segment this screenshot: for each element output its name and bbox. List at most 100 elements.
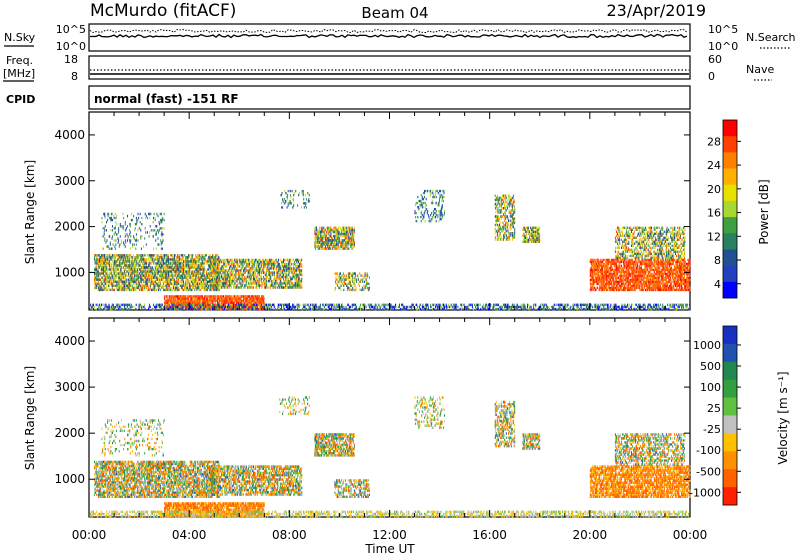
velocity-colorbar-tick-label: 500: [700, 360, 721, 373]
velocity-echo-cluster-10-level-6: [617, 433, 686, 466]
velocity-ytick-label: 4000: [54, 334, 85, 348]
time-tick-label: 08:00: [272, 528, 307, 542]
noise-left-tick-bottom: 10^0: [56, 40, 86, 53]
power-echo-cluster-1-level-1: [164, 295, 265, 311]
power-echo-cluster-0-level-2: [94, 254, 220, 292]
power-echo-cluster-8-level-5: [522, 226, 541, 243]
freq-panel-frame: [88, 55, 691, 80]
power-echo-cluster-7-level-3: [494, 196, 516, 241]
time-tick-label: 16:00: [472, 528, 507, 542]
power-y-axis: 4000 3000 2000 1000: [54, 128, 690, 279]
velocity-echo-cluster-7-level-1: [494, 400, 516, 448]
velocity-colorbar-segment: [723, 397, 737, 416]
power-echo-cluster-5-level-3: [334, 272, 368, 292]
power-colorbar-segment: [723, 152, 737, 169]
power-echo-cluster-12-level-8: [282, 189, 310, 209]
velocity-echo-cluster-2-level-5: [209, 465, 302, 496]
power-echo-cluster-11-level-9: [90, 303, 689, 311]
velocity-x-axis: [88, 318, 691, 517]
velocity-colorbar-tick-label: -1000: [689, 486, 721, 499]
power-echo-cluster-7-level-6: [494, 194, 516, 241]
power-echo-cluster-10-level-7: [614, 226, 686, 260]
power-colorbar-segment: [723, 184, 737, 202]
velocity-echo-cluster-5-level-1: [334, 479, 370, 498]
power-echo-cluster-5-level-5: [334, 272, 367, 292]
velocity-colorbar-tick-label: -100: [696, 444, 721, 457]
power-ytick-label: 3000: [54, 174, 85, 188]
time-tick-label: 04:00: [172, 528, 207, 542]
power-echo-cluster-0-level-6: [94, 254, 220, 292]
velocity-echo-cluster-2-level-1: [209, 465, 303, 496]
velocity-colorbar-segment: [723, 451, 737, 470]
noise-traces: [89, 28, 688, 39]
freq-right-tick-top: 60: [708, 53, 722, 66]
velocity-echo-cluster-4-level-7: [315, 433, 355, 457]
velocity-echo-cluster-0-level-3: [94, 460, 220, 498]
power-colorbar: 28 24 20 16 12 8 4: [707, 119, 741, 299]
velocity-colorbar-segment: [723, 487, 737, 506]
time-tick-label: 00:00: [72, 528, 107, 542]
power-echo-cluster-2-level-8: [209, 258, 303, 289]
velocity-y-axis: 4000 3000 2000 1000: [54, 334, 690, 486]
velocity-echo-cluster-4-level-4: [314, 433, 355, 457]
power-colorbar-segment: [723, 200, 737, 218]
power-echo-cluster-7-level-4: [494, 194, 516, 241]
power-echo-cluster-4-level-7: [314, 226, 355, 250]
velocity-colorbar-segment: [723, 433, 737, 452]
power-colorbar-segment: [723, 265, 737, 283]
velocity-echo-cluster-9-level-8: [589, 465, 691, 498]
power-echo-cluster-8-level-3: [522, 228, 540, 243]
nave-label: Nave: [746, 63, 774, 76]
power-echo-cluster-3-level-6: [101, 212, 165, 250]
power-echo-cluster-2-level-2: [209, 258, 303, 289]
velocity-colorbar-label: Velocity [m s⁻¹]: [776, 371, 790, 464]
power-echo-cluster-11-level-10: [92, 303, 680, 311]
noise-right-label: N.Search: [746, 31, 796, 44]
station-title: McMurdo (fitACF): [90, 1, 236, 21]
velocity-echo-cluster-7-level-7: [494, 403, 515, 448]
power-colorbar-segment: [723, 217, 737, 234]
velocity-colorbar-tick-label: 25: [707, 402, 721, 415]
power-ytick-label: 1000: [54, 265, 85, 279]
velocity-colorbar-segment: [723, 469, 737, 488]
freq-label-line2: [MHz]: [3, 67, 35, 80]
velocity-echo-cluster-2-level-7: [209, 465, 302, 496]
power-echo-cluster-4-level-8: [315, 226, 355, 250]
velocity-colorbar-tick-label: -500: [696, 465, 721, 478]
velocity-echo-cluster-6-level-6: [414, 396, 440, 427]
power-echo-cluster-6-level-7: [420, 189, 445, 223]
velocity-echo-cluster-0-level-8: [94, 460, 220, 498]
velocity-echo-cluster-10-level-5: [614, 433, 686, 466]
power-echo-cluster-0-level-8: [94, 254, 220, 292]
velocity-colorbar-tick-label: 1000: [693, 339, 721, 352]
time-xlabel: Time UT: [364, 542, 415, 554]
cpid-panel-frame: [88, 85, 691, 110]
power-echo-cluster-10-level-6: [615, 226, 685, 260]
power-ytick-label: 2000: [54, 220, 85, 234]
noise-left-tick-top: 10^5: [56, 23, 86, 36]
sky-noise-line: [89, 33, 688, 39]
velocity-echo-cluster-11-level-5: [89, 510, 684, 518]
power-echo-cluster-0-level-7: [94, 254, 219, 292]
velocity-echo-cluster-5-level-4: [335, 479, 369, 498]
power-echo-cluster-6-level-8: [414, 189, 443, 223]
velocity-echo-cluster-3-level-6: [101, 419, 164, 457]
power-echo-cluster-6-level-9: [414, 189, 445, 223]
velocity-colorbar-frame: [722, 325, 738, 506]
velocity-ylabel: Slant Range [km]: [23, 366, 37, 470]
freq-left-tick-top: 18: [64, 53, 78, 66]
velocity-echo-cluster-2-level-4: [210, 465, 303, 496]
velocity-panel-frame: [88, 317, 691, 518]
velocity-echo-cluster-9-level-7: [589, 465, 691, 498]
velocity-echo-cluster-7-level-6: [494, 400, 516, 446]
freq-right-tick-bottom: 0: [708, 70, 715, 83]
power-echo-cluster-7-level-1: [494, 194, 515, 241]
power-colorbar-label: Power [dB]: [757, 179, 771, 244]
velocity-echo-cluster-8-level-8: [522, 433, 537, 450]
power-panel-frame: [88, 111, 691, 311]
velocity-echo-cluster-7-level-2: [494, 403, 516, 448]
power-echo-cluster-5-level-7: [337, 272, 369, 292]
power-colorbar-tick-label: 4: [714, 278, 721, 291]
power-echo-cluster-6-level-6: [415, 189, 445, 223]
